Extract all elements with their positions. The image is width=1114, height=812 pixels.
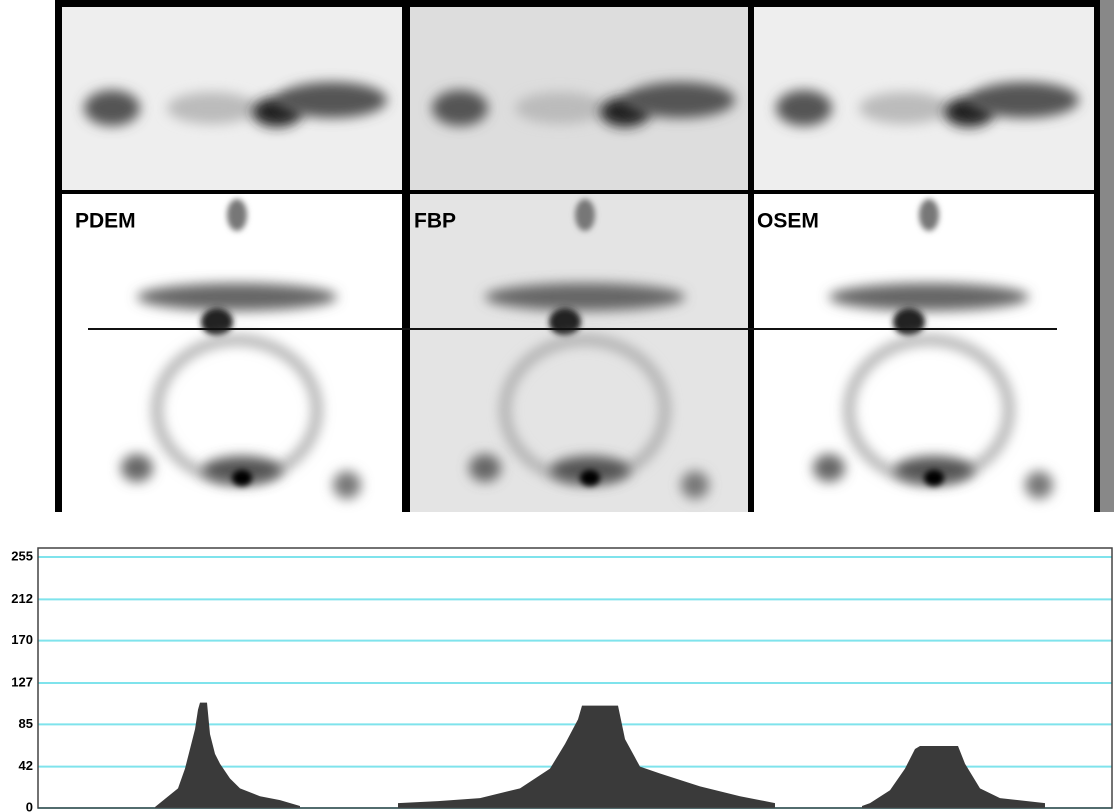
y-tick-label: 0 xyxy=(26,799,33,812)
profile-area xyxy=(155,702,300,808)
profile-chart: 0 42 85 127 170 212 255 xyxy=(11,548,1112,812)
y-tick-label: 127 xyxy=(11,674,33,689)
gray-scale-bar xyxy=(1100,0,1114,512)
y-tick-label: 85 xyxy=(19,716,33,731)
y-tick-label: 42 xyxy=(19,758,33,773)
profile-area xyxy=(862,745,1045,808)
panel-label: PDEM xyxy=(75,210,136,233)
pdem-panel xyxy=(62,7,402,512)
y-tick-label: 212 xyxy=(11,591,33,606)
fbp-panel xyxy=(410,7,748,512)
y-tick-label: 255 xyxy=(11,548,33,563)
panel-label: FBP xyxy=(414,210,456,233)
osem-panel xyxy=(754,7,1094,512)
profile-area xyxy=(398,705,775,808)
y-tick-label: 170 xyxy=(11,632,33,647)
panel-label: OSEM xyxy=(757,210,819,233)
plot-frame xyxy=(37,547,1113,809)
